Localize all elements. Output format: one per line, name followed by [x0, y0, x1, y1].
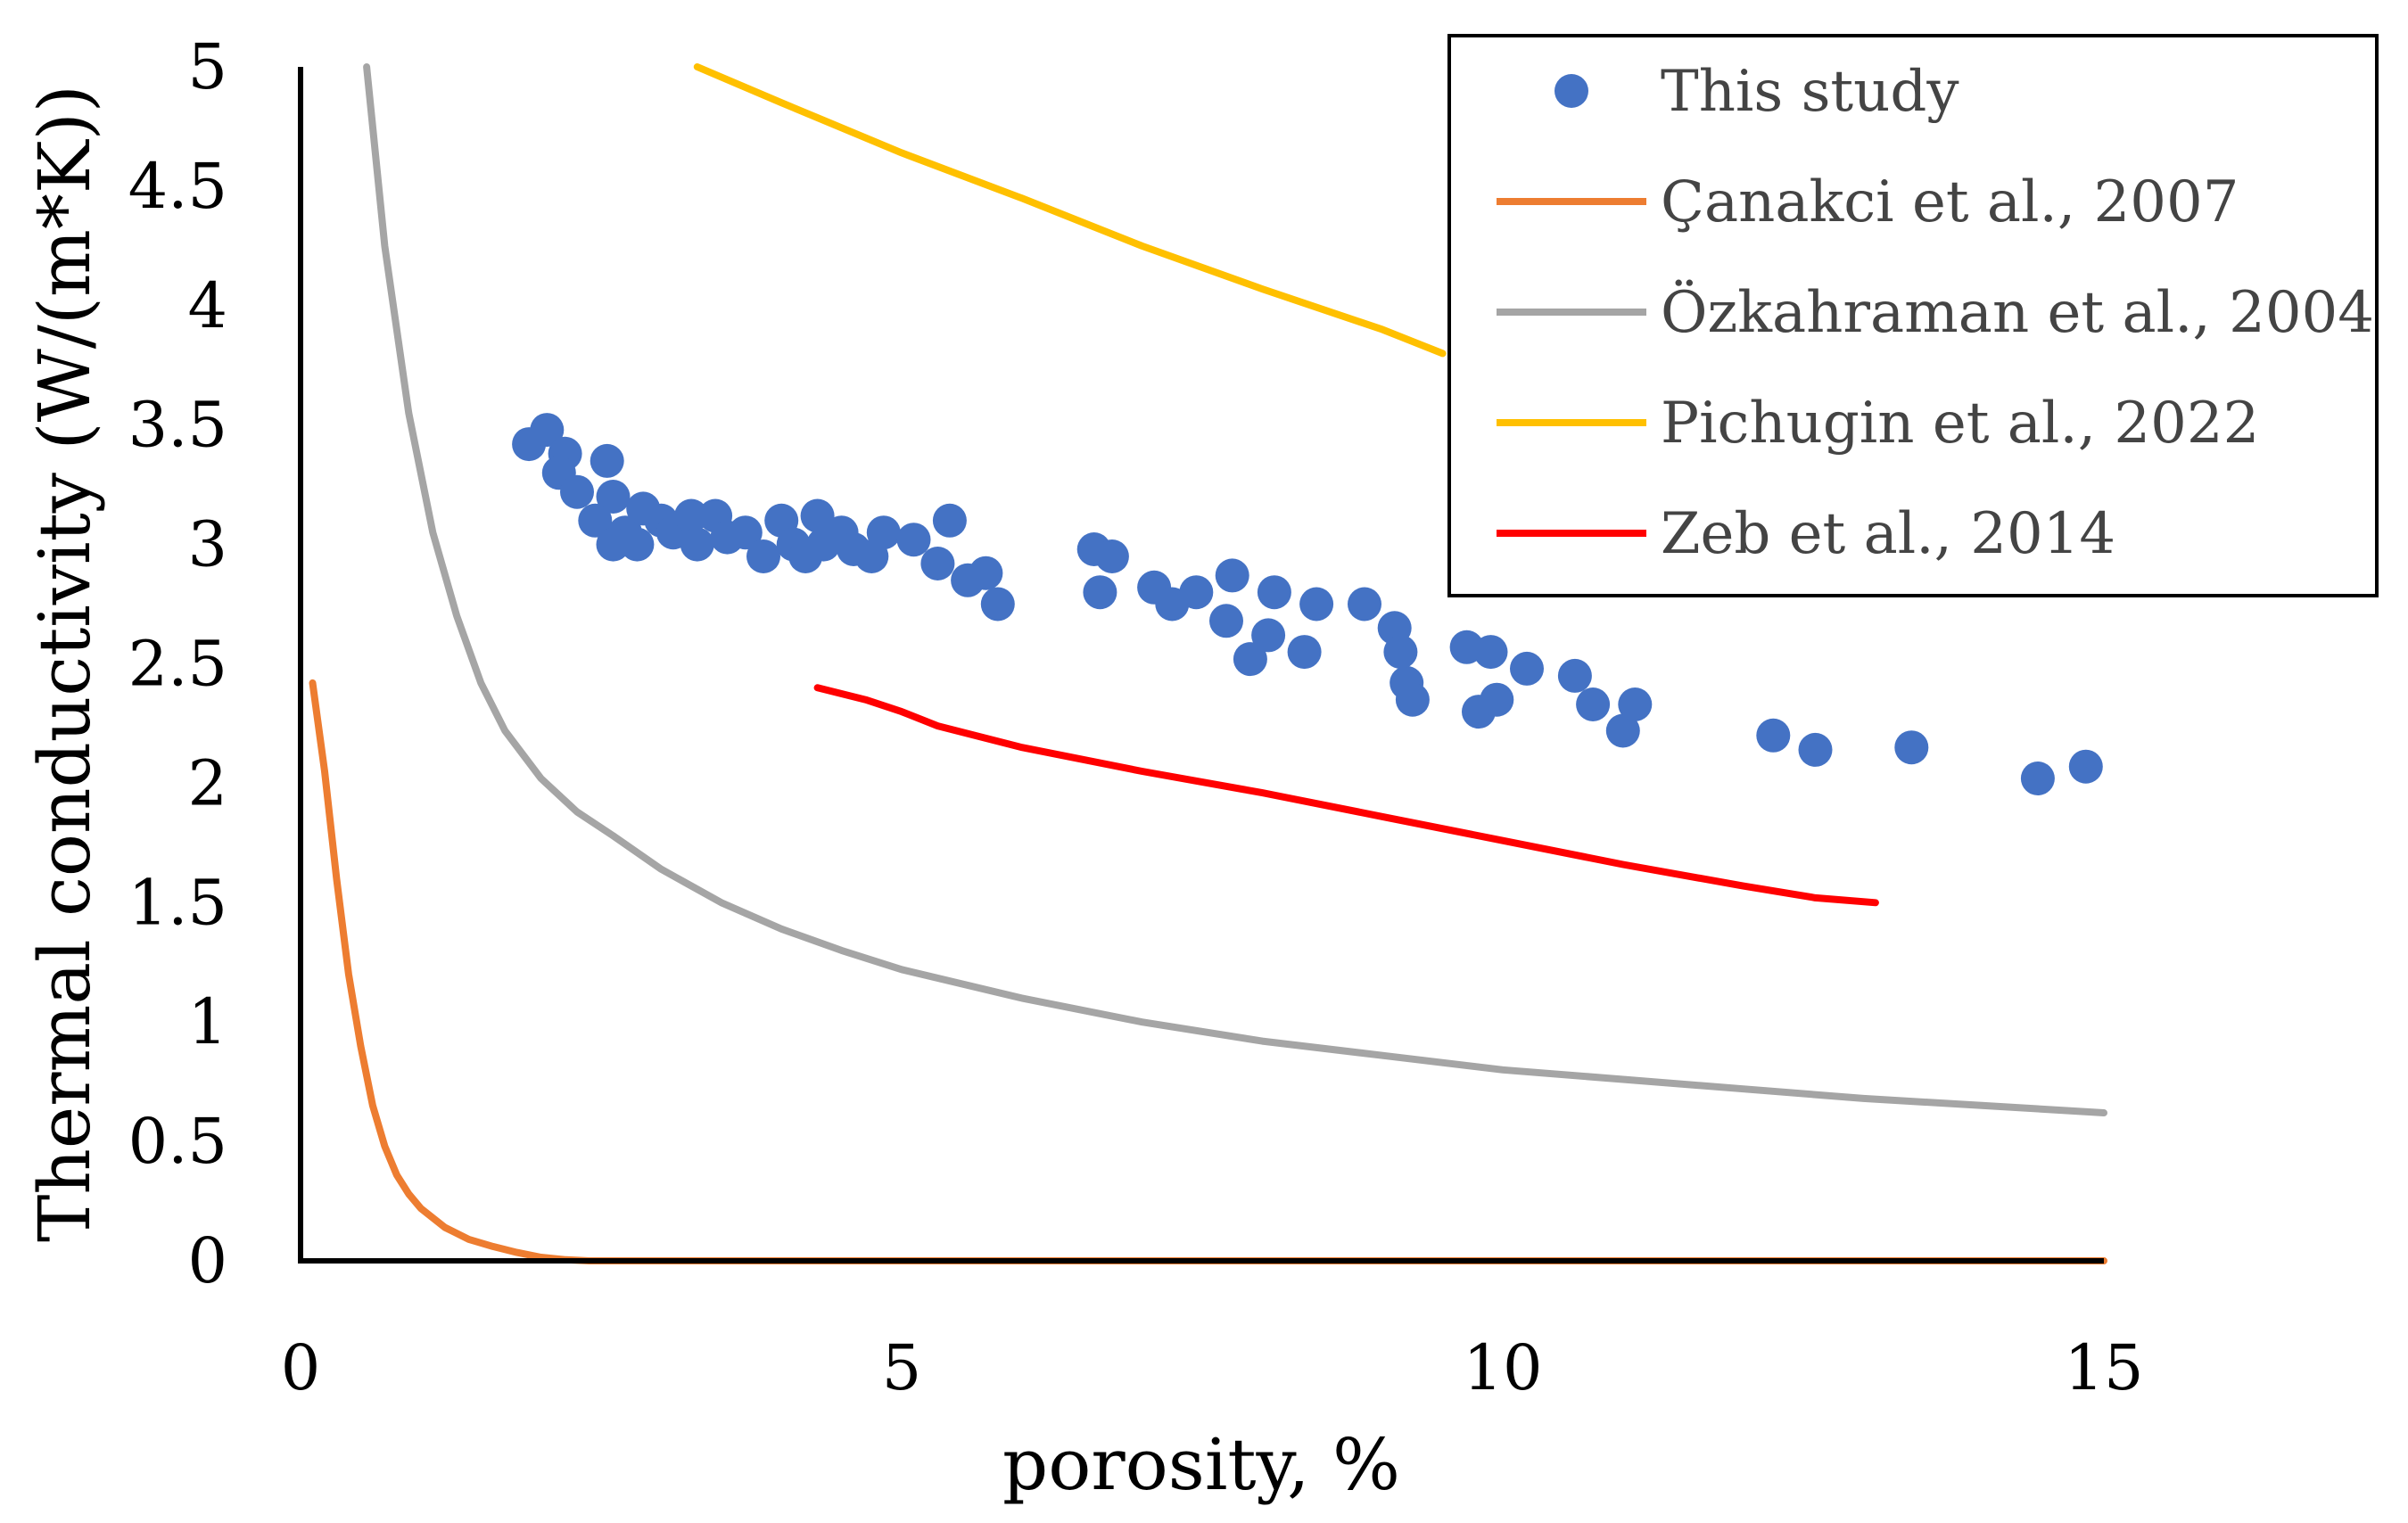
- data-point: [1094, 539, 1129, 573]
- data-point: [1510, 651, 1544, 686]
- data-point: [746, 539, 780, 573]
- data-point: [1473, 635, 1508, 670]
- series-line-ozkahraman-et-al-2004: [363, 63, 2107, 1116]
- plot-area: [309, 63, 2107, 1264]
- data-point: [1287, 635, 1322, 670]
- legend-marker-this-study: [1554, 74, 1588, 108]
- y-axis-title: Thermal conductivity (W/(m*K)): [23, 85, 106, 1242]
- y-tick-label: 5: [187, 30, 227, 103]
- legend-label-canakci-et-al-2007: Çanakci et al., 2007: [1661, 169, 2239, 235]
- data-point: [578, 503, 613, 538]
- data-point: [1383, 635, 1418, 670]
- data-point: [1756, 718, 1791, 753]
- data-point: [1251, 618, 1286, 653]
- data-point: [530, 413, 565, 448]
- data-point: [596, 527, 631, 562]
- x-axis-title: porosity, %: [1002, 1423, 1400, 1506]
- data-point: [896, 523, 931, 557]
- data-point: [1557, 658, 1592, 693]
- data-point: [1299, 587, 1334, 622]
- x-tick-label: 5: [882, 1331, 922, 1404]
- legend-label-zeb-et-al-2014: Zeb et al., 2014: [1661, 501, 2115, 567]
- series-line-zeb-et-al-2014: [813, 684, 1879, 907]
- x-tick-label: 0: [281, 1331, 321, 1404]
- data-point: [1233, 642, 1267, 677]
- data-point: [800, 498, 835, 533]
- data-point: [674, 498, 709, 533]
- data-point: [920, 547, 955, 580]
- data-point: [680, 527, 714, 562]
- y-tick-label: 4: [187, 269, 227, 342]
- y-tick-label: 2: [187, 746, 227, 819]
- legend-label-ozkahraman-et-al-2004: Özkahraman et al., 2004: [1661, 278, 2374, 346]
- data-point: [2068, 749, 2103, 784]
- data-point: [866, 515, 901, 550]
- legend-label-pichugin-et-al-2022: Pichugin et al., 2022: [1661, 391, 2259, 457]
- data-point: [1209, 604, 1243, 638]
- data-point: [596, 480, 631, 514]
- series-line-canakci-et-al-2007: [309, 679, 2107, 1264]
- y-tick-label: 3.5: [128, 389, 227, 462]
- y-tick-label: 3: [187, 508, 227, 581]
- x-tick-labels: 0 5 10 15: [281, 1331, 2144, 1404]
- data-point: [1618, 687, 1653, 721]
- data-point: [620, 527, 655, 562]
- data-point: [1395, 682, 1430, 717]
- data-point: [1798, 732, 1833, 767]
- data-point: [980, 587, 1015, 622]
- data-point: [1480, 682, 1514, 717]
- legend: This study Çanakci et al., 2007 Özkahraman…: [1447, 34, 2379, 597]
- data-point: [1348, 587, 1381, 622]
- data-point: [560, 474, 594, 509]
- data-point: [1605, 713, 1640, 748]
- y-tick-label: 4.5: [128, 150, 227, 223]
- y-tick-label: 0.5: [128, 1105, 227, 1178]
- y-tick-label: 0: [187, 1224, 227, 1297]
- data-point: [2020, 762, 2055, 795]
- legend-label-this-study: This study: [1661, 59, 1959, 125]
- y-tick-labels: 0 0.5 1 1.5 2 2.5 3 3.5 4 4.5 5: [128, 30, 227, 1297]
- data-point: [1257, 575, 1291, 610]
- data-point: [728, 515, 763, 550]
- y-tick-label: 1: [187, 985, 227, 1058]
- data-point: [1576, 687, 1611, 721]
- data-point: [1215, 558, 1249, 593]
- x-tick-label: 15: [2064, 1331, 2143, 1404]
- series-line-pichugin-et-al-2022: [693, 63, 1447, 358]
- data-point: [590, 443, 624, 478]
- data-point: [1083, 575, 1117, 610]
- data-point: [1179, 575, 1214, 610]
- y-tick-label: 1.5: [128, 866, 227, 939]
- data-point: [969, 556, 1003, 590]
- y-tick-label: 2.5: [128, 628, 227, 701]
- x-tick-label: 10: [1463, 1331, 1542, 1404]
- data-point: [1894, 730, 1929, 765]
- data-point: [932, 503, 967, 538]
